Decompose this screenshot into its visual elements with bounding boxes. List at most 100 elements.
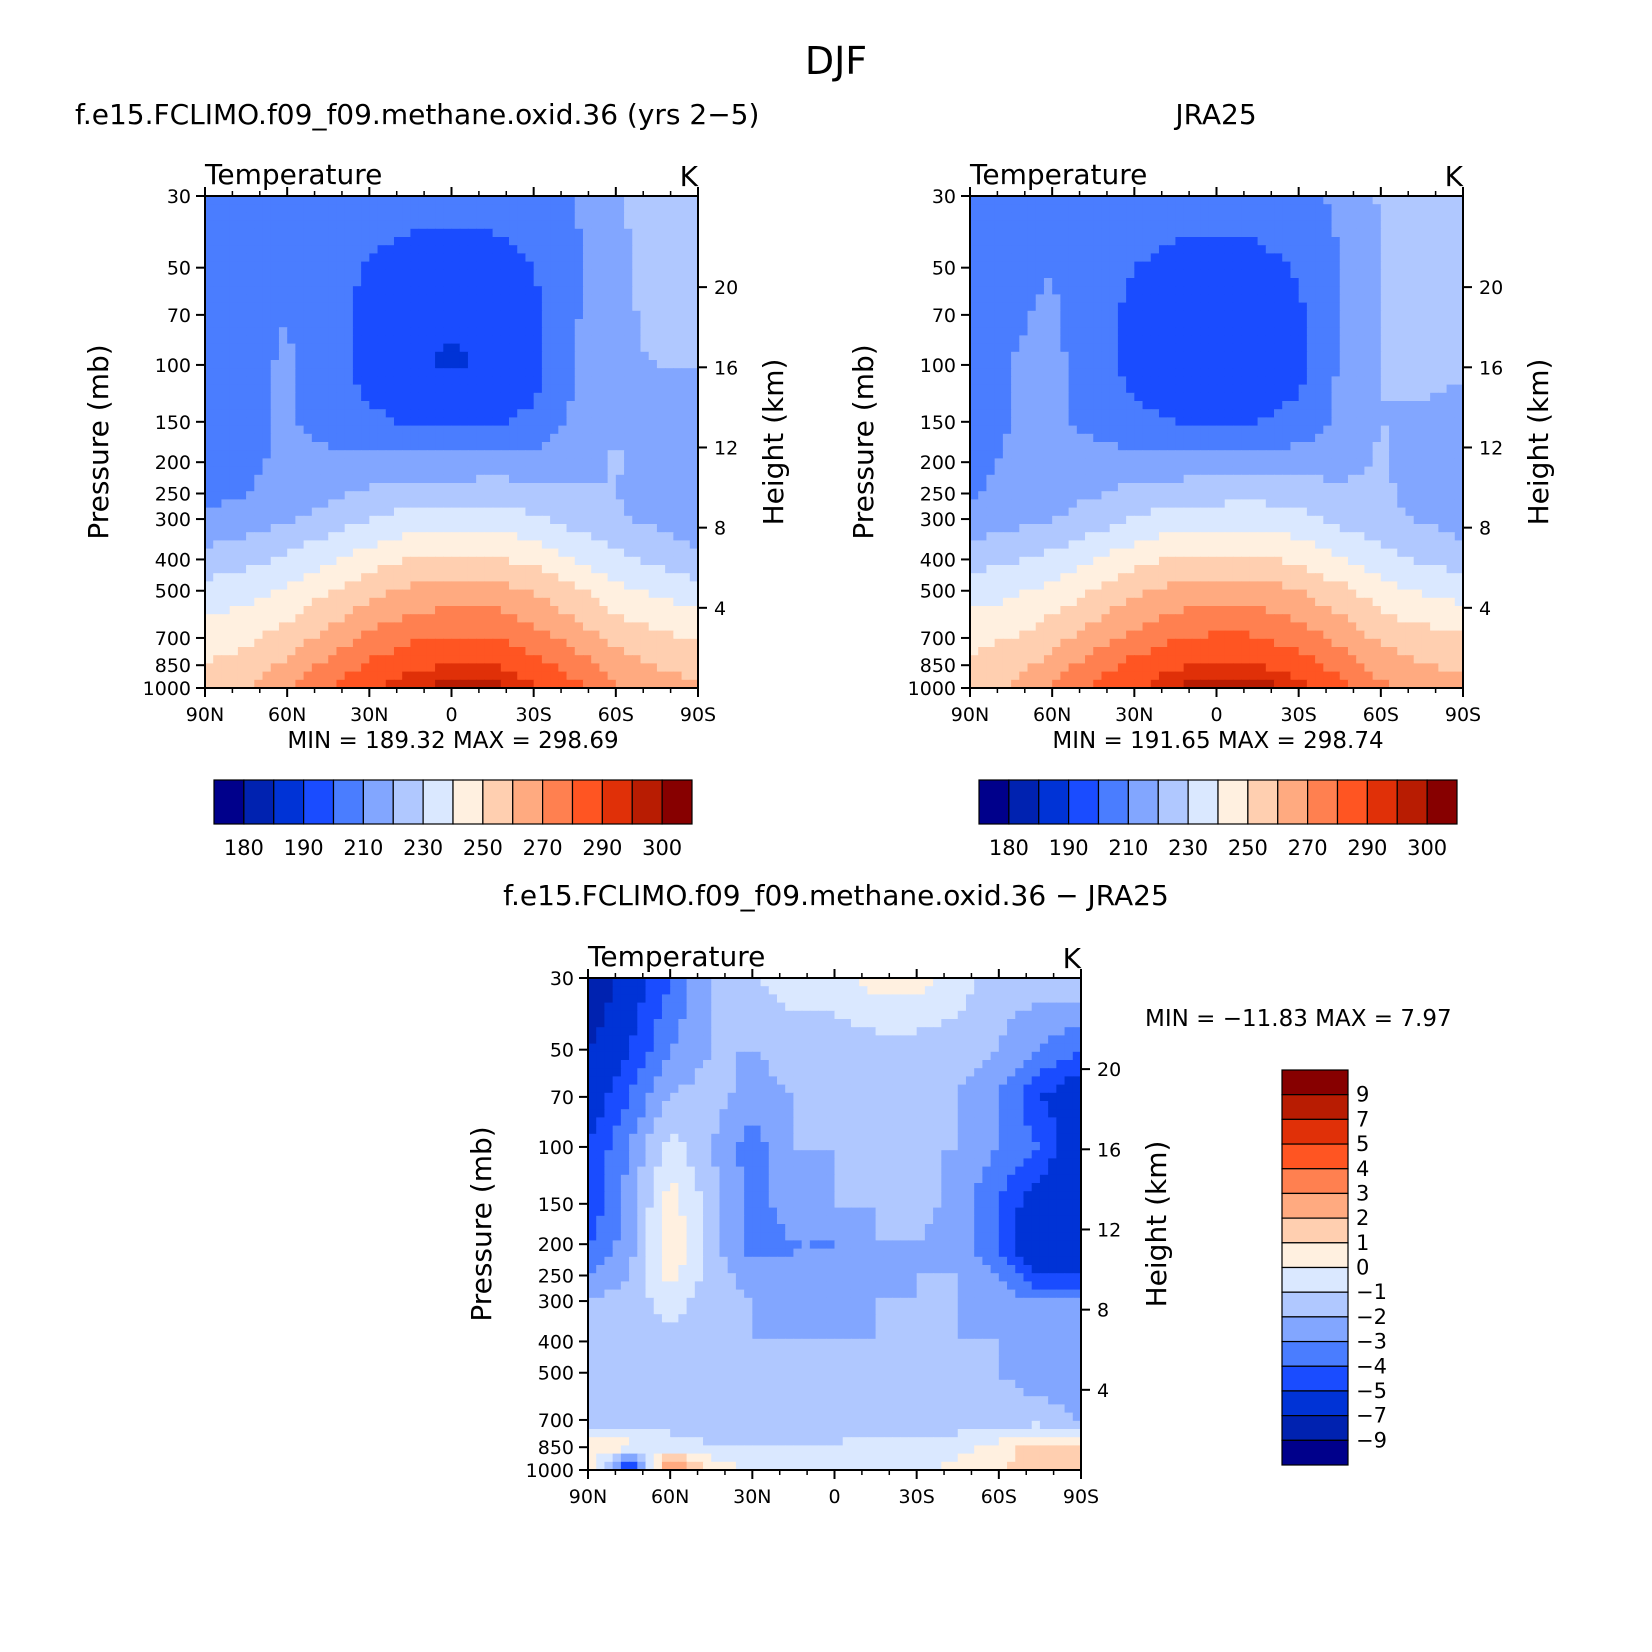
contour-cell	[237, 622, 247, 632]
contour-cell	[1224, 196, 1234, 205]
contour-cell	[1315, 327, 1324, 336]
contour-cell	[1142, 204, 1152, 213]
contour-cell	[533, 228, 543, 238]
contour-cell	[320, 556, 329, 566]
contour-cell	[270, 376, 280, 386]
contour-cell	[262, 450, 272, 459]
contour-cell	[311, 597, 321, 607]
contour-cell	[369, 228, 379, 238]
contour-cell	[426, 474, 436, 484]
contour-cell	[435, 573, 444, 582]
contour-cell	[689, 237, 698, 246]
contour-cell	[1208, 261, 1218, 271]
contour-cell	[1306, 294, 1316, 304]
contour-cell	[1035, 302, 1045, 312]
contour-cell	[361, 237, 370, 246]
contour-cell	[640, 663, 650, 673]
contour-cell	[237, 294, 247, 304]
contour-cell	[1200, 269, 1209, 279]
contour-cell	[673, 417, 683, 427]
contour-cell	[1093, 278, 1103, 287]
contour-cell	[517, 573, 527, 582]
contour-cell	[262, 630, 272, 640]
contour-cell	[205, 376, 214, 386]
contour-cell	[393, 442, 403, 451]
contour-cell	[624, 376, 633, 386]
contour-cell	[599, 474, 609, 484]
contour-cell	[1298, 360, 1308, 369]
contour-cell	[648, 278, 658, 287]
contour-cell	[681, 425, 691, 435]
contour-cell	[451, 597, 461, 607]
contour-cell	[615, 597, 625, 607]
contour-cell	[1117, 228, 1127, 238]
contour-cell	[656, 565, 666, 574]
contour-cell	[278, 368, 288, 377]
contour-cell	[1446, 319, 1456, 328]
contour-cell	[517, 622, 527, 632]
contour-cell	[443, 237, 453, 246]
contour-cell	[1134, 269, 1144, 279]
contour-cell	[533, 269, 543, 279]
contour-cell	[1274, 294, 1283, 304]
contour-cell	[295, 384, 305, 394]
contour-cell	[1430, 286, 1439, 295]
contour-cell	[254, 343, 264, 353]
contour-cell	[254, 491, 264, 500]
contour-cell	[262, 245, 272, 254]
contour-cell	[1347, 360, 1357, 369]
contour-cell	[574, 671, 584, 681]
contour-cell	[262, 401, 272, 410]
contour-cell	[328, 392, 338, 402]
contour-cell	[673, 614, 683, 623]
contour-cell	[640, 548, 650, 558]
contour-cell	[591, 302, 600, 312]
contour-cell	[1052, 360, 1061, 369]
contour-cell	[599, 573, 609, 582]
pressure-tick-label: 50	[167, 258, 191, 280]
contour-cell	[599, 228, 609, 238]
contour-cell	[1421, 294, 1431, 304]
contour-cell	[1150, 351, 1160, 361]
contour-cell	[1043, 204, 1053, 213]
contour-cell	[443, 532, 453, 541]
contour-cell	[410, 310, 420, 320]
contour-cell	[1282, 360, 1292, 369]
contour-cell	[1356, 343, 1365, 353]
contour-cell	[1101, 253, 1111, 263]
contour-cell	[205, 442, 214, 451]
contour-cell	[1241, 196, 1250, 205]
contour-cell	[369, 368, 379, 377]
contour-cell	[640, 204, 650, 213]
contour-cell	[246, 515, 255, 525]
contour-cell	[205, 368, 214, 377]
contour-cell	[410, 458, 420, 468]
contour-cell	[344, 655, 354, 664]
contour-cell	[525, 458, 535, 468]
contour-cell	[229, 245, 239, 254]
contour-cell	[1191, 204, 1201, 213]
contour-cell	[1126, 261, 1135, 271]
contour-cell	[509, 269, 518, 279]
contour-cell	[517, 491, 527, 500]
contour-cell	[607, 302, 617, 312]
contour-cell	[229, 622, 239, 632]
contour-cell	[393, 286, 403, 295]
contour-cell	[418, 622, 428, 632]
contour-cell	[311, 302, 321, 312]
contour-cell	[509, 319, 518, 328]
contour-cell	[607, 556, 617, 566]
contour-cell	[640, 278, 650, 287]
contour-cell	[320, 466, 329, 476]
contour-cell	[689, 204, 698, 213]
contour-cell	[1232, 269, 1242, 279]
contour-cell	[451, 343, 461, 353]
contour-cell	[1306, 220, 1316, 230]
contour-cell	[254, 556, 264, 566]
contour-cell	[1076, 228, 1086, 238]
contour-cell	[320, 294, 329, 304]
contour-cell	[566, 679, 576, 688]
contour-cell	[607, 606, 617, 615]
contour-cell	[599, 663, 609, 673]
contour-cell	[1208, 360, 1218, 369]
